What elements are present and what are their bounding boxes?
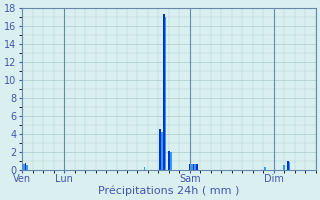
Bar	[23, 164, 25, 170]
Bar	[144, 167, 145, 170]
Bar	[164, 17, 166, 170]
X-axis label: Précipitations 24h ( mm ): Précipitations 24h ( mm )	[98, 185, 240, 196]
Bar	[25, 163, 27, 170]
Bar	[196, 164, 198, 170]
Bar	[159, 129, 161, 170]
Bar	[289, 162, 291, 170]
Bar	[27, 165, 28, 170]
Bar	[193, 164, 194, 170]
Bar	[264, 167, 266, 170]
Bar	[168, 151, 170, 170]
Bar	[163, 14, 164, 170]
Bar	[287, 161, 289, 170]
Bar	[191, 164, 193, 170]
Bar	[284, 165, 285, 170]
Bar	[161, 132, 163, 170]
Bar	[170, 152, 172, 170]
Bar	[194, 164, 196, 170]
Bar	[189, 164, 191, 170]
